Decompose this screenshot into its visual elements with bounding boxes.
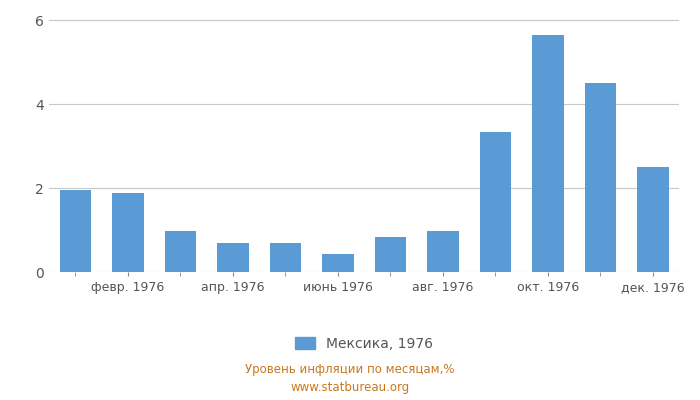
Bar: [60, 190, 91, 272]
Legend: Мексика, 1976: Мексика, 1976: [289, 331, 439, 356]
Bar: [217, 243, 248, 272]
Bar: [374, 237, 406, 272]
Bar: [322, 254, 354, 272]
Bar: [112, 193, 144, 272]
Bar: [532, 35, 564, 272]
Bar: [164, 231, 196, 272]
Bar: [480, 132, 511, 272]
Bar: [270, 243, 301, 272]
Text: www.statbureau.org: www.statbureau.org: [290, 382, 410, 394]
Bar: [427, 231, 458, 272]
Bar: [637, 167, 668, 272]
Text: Уровень инфляции по месяцам,%: Уровень инфляции по месяцам,%: [245, 364, 455, 376]
Bar: [584, 83, 616, 272]
